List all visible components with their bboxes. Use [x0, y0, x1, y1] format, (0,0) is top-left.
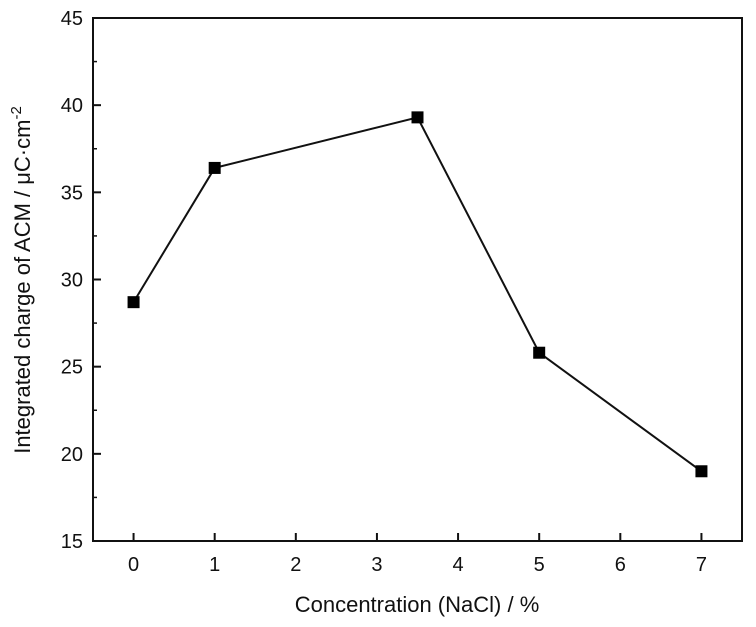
y-tick-label: 45: [61, 8, 83, 30]
x-axis-title: Concentration (NaCl) / %: [295, 592, 540, 617]
plot-frame: [92, 17, 743, 542]
y-tick-label: 20: [61, 444, 83, 466]
y-tick-label: 35: [61, 182, 83, 204]
x-tick-label: 3: [371, 554, 382, 576]
y-tick-label: 25: [61, 357, 83, 379]
data-point: [127, 296, 140, 309]
x-tick-label: 5: [534, 554, 545, 576]
x-tick-label: 4: [453, 554, 464, 576]
y-tick-label: 40: [61, 95, 83, 117]
series-layer: [127, 111, 708, 478]
y-axis-title-main: Integrated charge of ACM / μC·cm: [10, 120, 35, 454]
y-axis-title: Integrated charge of ACM / μC·cm-2: [8, 106, 35, 454]
x-tick-label: 2: [290, 554, 301, 576]
data-point: [695, 465, 708, 478]
x-tick-label: 0: [128, 554, 139, 576]
x-tick-label: 7: [696, 554, 707, 576]
data-point: [411, 111, 424, 124]
y-tick-label: 15: [61, 531, 83, 553]
y-tick-label: 30: [61, 270, 83, 292]
data-point: [533, 346, 546, 359]
y-axis-title-superscript: -2: [8, 106, 25, 119]
x-tick-label: 6: [615, 554, 626, 576]
x-tick-label: 1: [209, 554, 220, 576]
data-point: [208, 161, 221, 174]
